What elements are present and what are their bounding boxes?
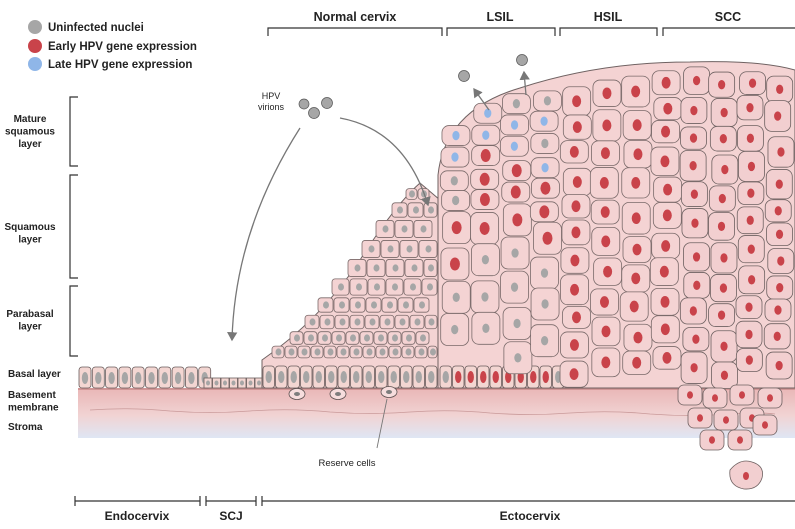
region-label-ectocervix: Ectocervix xyxy=(500,509,561,523)
region-brackets: Endocervix SCJ Ectocervix xyxy=(74,496,795,523)
layer-label-parabasal: Parabasal layer xyxy=(6,309,53,333)
lesion-epithelium xyxy=(437,61,795,389)
hpv-virions: HPV virions xyxy=(227,54,530,342)
region-label-scj: SCJ xyxy=(219,509,242,523)
released-virion xyxy=(516,54,528,66)
infection-arrow-scj xyxy=(227,127,301,342)
reserve-cells: Reserve cells xyxy=(288,386,398,469)
layer-label-stroma: Stroma xyxy=(8,422,43,433)
scc-invasion xyxy=(677,384,783,490)
layer-label-squamous: Squamous layer xyxy=(4,222,56,246)
virion xyxy=(308,107,320,119)
legend-label-uninfected: Uninfected nuclei xyxy=(48,22,144,34)
stage-label-normal: Normal cervix xyxy=(314,10,397,24)
region-label-endocervix: Endocervix xyxy=(105,509,170,523)
legend-label-late: Late HPV gene expression xyxy=(48,59,192,71)
stage-label-hsil: HSIL xyxy=(594,10,623,24)
endocervix-basal-cells xyxy=(78,366,212,389)
stage-label-lsil: LSIL xyxy=(486,10,513,24)
virions-label: HPV virions xyxy=(258,91,285,112)
layer-label-mature: Mature squamous layer xyxy=(5,114,55,150)
stroma xyxy=(78,388,795,438)
virion xyxy=(298,98,310,110)
release-arrow-1 xyxy=(473,87,490,111)
scj-cells xyxy=(203,377,264,389)
uninfected-nuclei-swatch xyxy=(28,20,42,34)
reserve-cells-label: Reserve cells xyxy=(318,458,375,469)
infection-arrow-normal xyxy=(339,117,431,207)
early-hpv-swatch xyxy=(28,39,42,53)
stage-label-scc: SCC xyxy=(715,10,741,24)
stage-brackets: Normal cervix LSIL HSIL SCC xyxy=(267,10,795,36)
layer-label-basal: Basal layer xyxy=(8,369,61,380)
layer-labels: Mature squamous layer Squamous layer Paraba… xyxy=(4,96,78,433)
late-hpv-swatch xyxy=(28,57,42,71)
release-arrow-2 xyxy=(519,70,530,96)
legend: Uninfected nuclei Early HPV gene express… xyxy=(28,20,197,71)
virion xyxy=(321,97,333,109)
released-virion xyxy=(458,70,470,82)
legend-label-early: Early HPV gene expression xyxy=(48,41,197,53)
normal-epithelium xyxy=(261,182,441,389)
layer-label-basement: Basement membrane xyxy=(8,390,59,414)
